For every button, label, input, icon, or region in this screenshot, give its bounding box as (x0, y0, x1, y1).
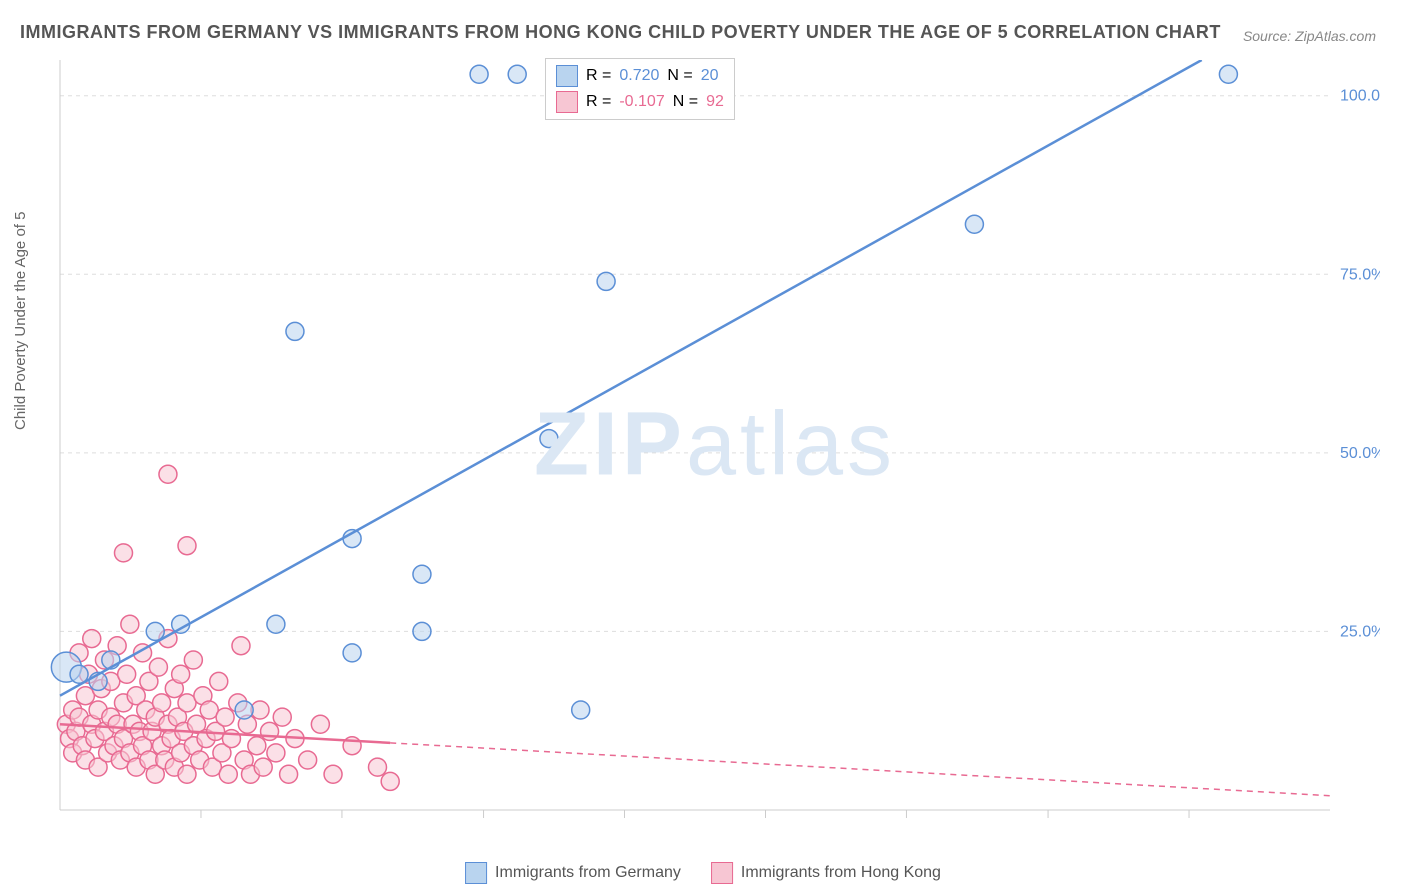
svg-text:100.0%: 100.0% (1340, 88, 1380, 105)
svg-text:75.0%: 75.0% (1340, 266, 1380, 283)
n-label-germany: N = (667, 67, 692, 85)
n-value-hongkong: 92 (706, 93, 724, 111)
legend-bottom-hongkong: Immigrants from Hong Kong (711, 862, 941, 884)
legend-top-row-germany: R = 0.720 N = 20 (556, 63, 724, 89)
legend-bottom-label-hongkong: Immigrants from Hong Kong (741, 864, 941, 882)
svg-text:25.0%: 25.0% (1340, 623, 1380, 640)
source-value: ZipAtlas.com (1295, 28, 1376, 44)
legend-swatch-hongkong (556, 91, 578, 113)
legend-bottom: Immigrants from Germany Immigrants from … (465, 862, 941, 884)
chart-area: ZIPatlas 25.0%50.0%75.0%100.0%0.0%20.0% (50, 60, 1380, 830)
svg-text:50.0%: 50.0% (1340, 445, 1380, 462)
y-axis-label: Child Poverty Under the Age of 5 (12, 212, 29, 430)
legend-top: R = 0.720 N = 20 R = -0.107 N = 92 (545, 58, 735, 120)
n-value-germany: 20 (701, 67, 719, 85)
n-label-hongkong: N = (673, 93, 698, 111)
scatter-chart-svg: 25.0%50.0%75.0%100.0%0.0%20.0% (50, 60, 1380, 830)
legend-top-row-hongkong: R = -0.107 N = 92 (556, 89, 724, 115)
r-label-germany: R = (586, 67, 611, 85)
legend-bottom-germany: Immigrants from Germany (465, 862, 681, 884)
source-credit: Source: ZipAtlas.com (1243, 28, 1376, 44)
legend-bottom-label-germany: Immigrants from Germany (495, 864, 681, 882)
r-value-germany: 0.720 (619, 67, 659, 85)
chart-title: IMMIGRANTS FROM GERMANY VS IMMIGRANTS FR… (20, 22, 1221, 43)
legend-bottom-swatch-hongkong (711, 862, 733, 884)
legend-bottom-swatch-germany (465, 862, 487, 884)
r-label-hongkong: R = (586, 93, 611, 111)
r-value-hongkong: -0.107 (619, 93, 664, 111)
legend-swatch-germany (556, 65, 578, 87)
source-label: Source: (1243, 28, 1291, 44)
